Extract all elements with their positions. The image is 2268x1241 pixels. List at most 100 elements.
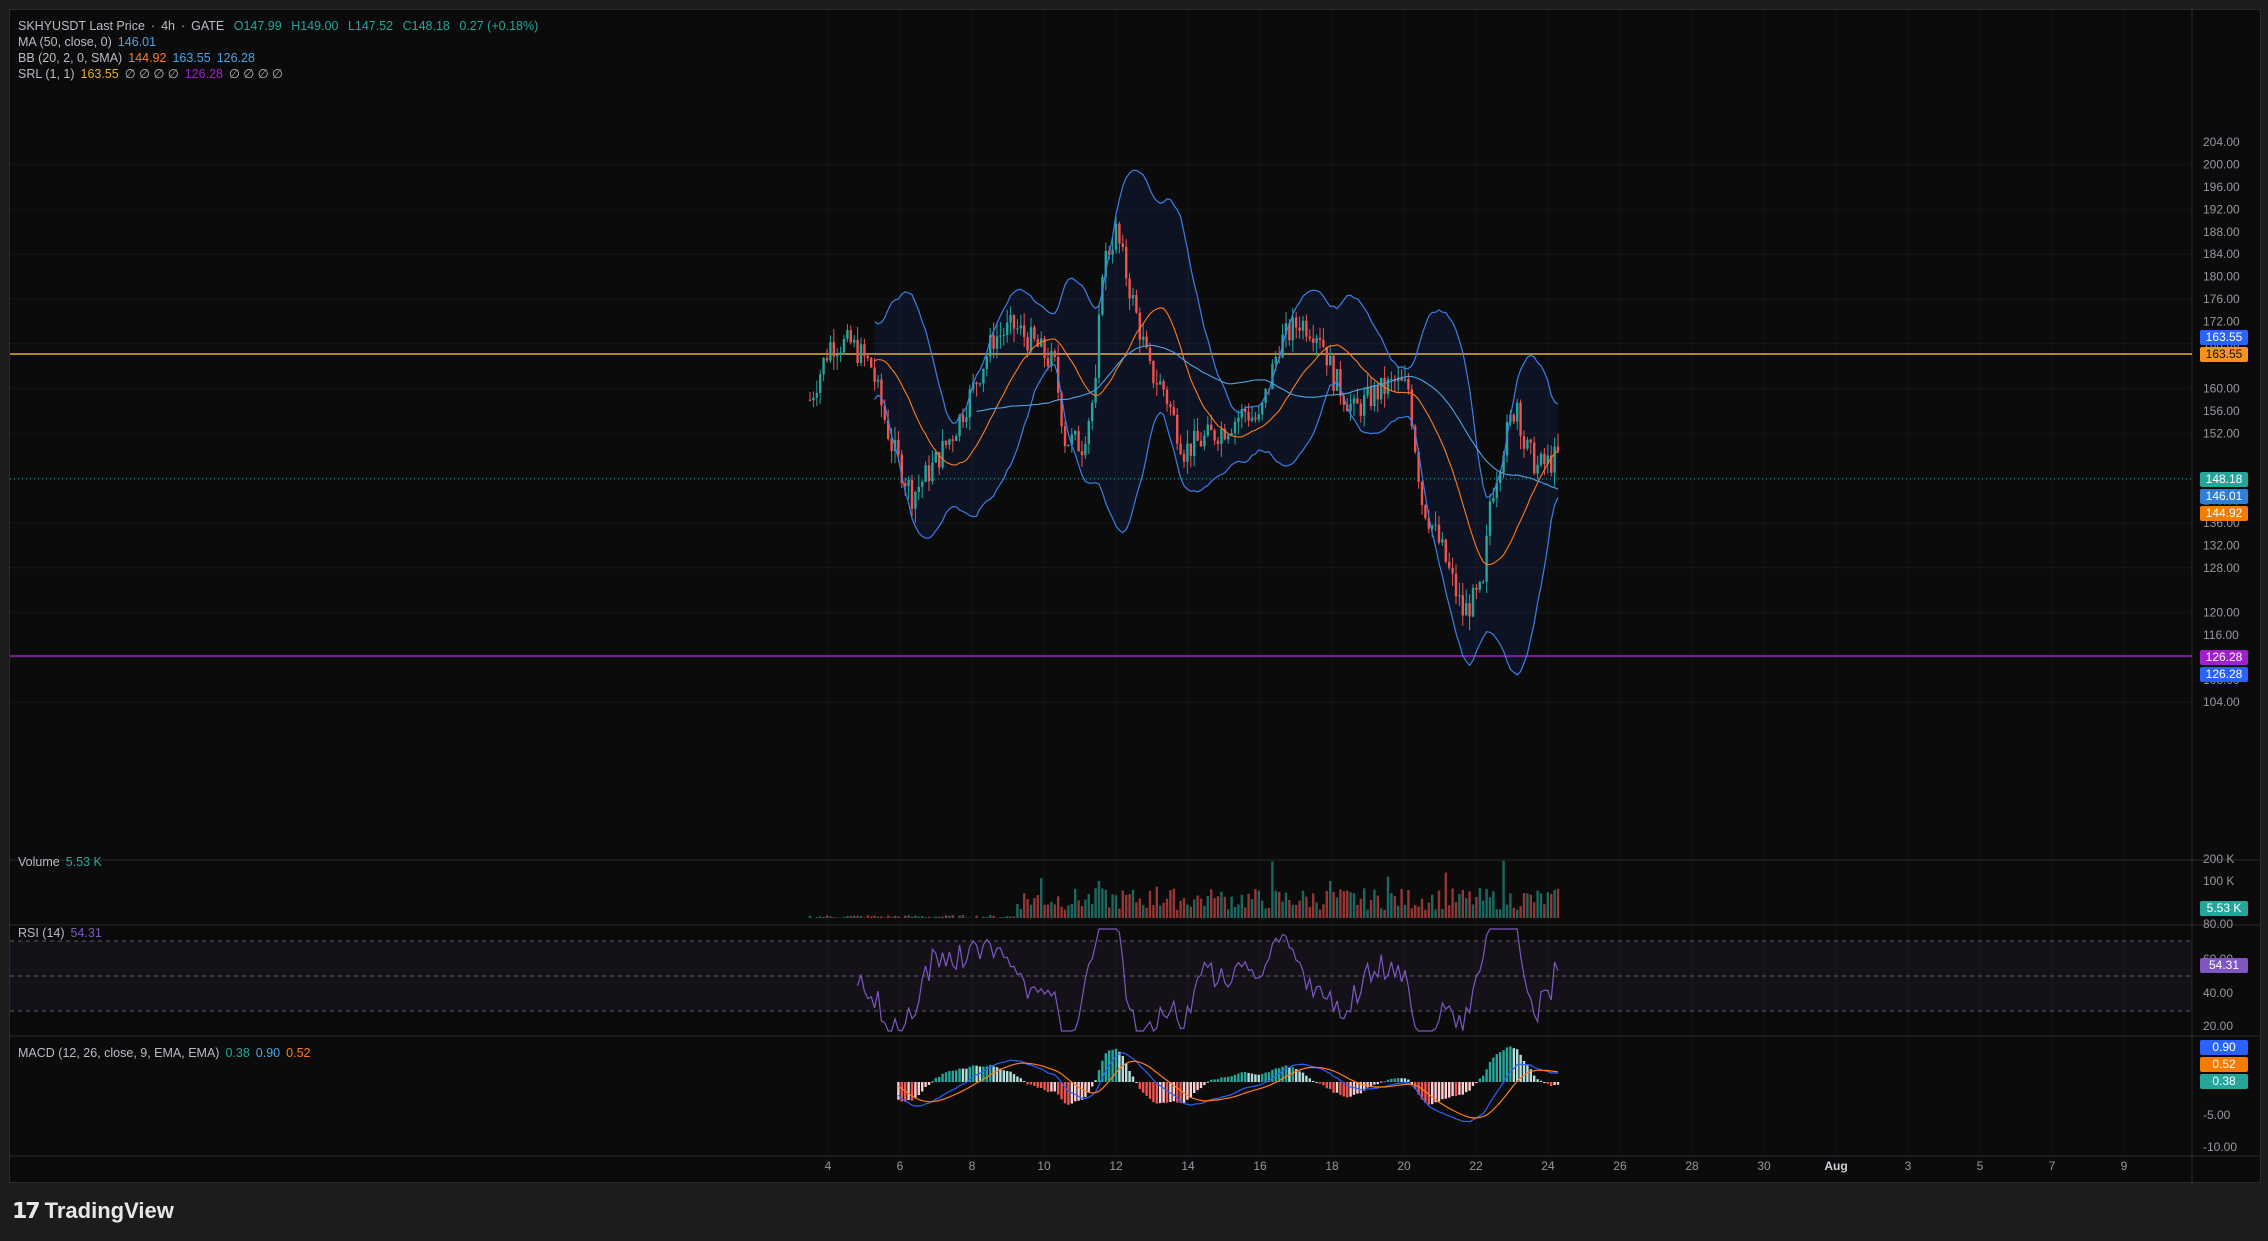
indicator-tick-label: 80.00 [2203, 917, 2233, 931]
price-tick-label: 172.00 [2203, 314, 2240, 328]
candle [907, 479, 910, 487]
candle [931, 462, 934, 482]
candle [1142, 336, 1145, 340]
candle [1223, 428, 1226, 440]
candle [1213, 430, 1216, 441]
candle [1465, 603, 1468, 616]
srl-empty-2: ∅ ∅ ∅ ∅ [228, 67, 283, 81]
candle [1458, 595, 1461, 597]
bb-upper-value: 163.55 [172, 51, 211, 65]
candle [1036, 338, 1039, 347]
candle [1301, 320, 1305, 331]
volume-badge: 5.53 K [2200, 901, 2248, 916]
candle [1390, 379, 1393, 381]
candle [938, 452, 941, 468]
candle [1210, 424, 1213, 431]
rsi-badge: 54.31 [2200, 958, 2248, 973]
symbol-name[interactable]: SKHYUSDT Last Price [18, 19, 145, 33]
macd-legend[interactable]: MACD (12, 26, close, 9, EMA, EMA) 0.38 0.9… [18, 1046, 316, 1060]
candle [1053, 351, 1056, 357]
candle [1026, 336, 1029, 351]
candle [1111, 249, 1114, 255]
candle [1135, 294, 1138, 313]
candle [1488, 501, 1492, 536]
candle [917, 486, 920, 492]
indicator-tick-label: 100 K [2203, 874, 2234, 888]
time-tick-label: 5 [1977, 1159, 1984, 1173]
rsi-legend[interactable]: RSI (14) 54.31 [18, 926, 108, 940]
tradingview-footer[interactable]: 𝟭𝟳 TradingView [12, 1196, 174, 1226]
candle [870, 358, 873, 368]
chart-container[interactable]: 204.00 200.00 196.00 192.00 188.00 184.00 180.… [9, 9, 2261, 1183]
main-legend: SKHYUSDT Last Price · 4h · GATE O147.99 H149… [18, 18, 544, 82]
candle [859, 344, 863, 364]
ma-legend[interactable]: MA (50, close, 0) 146.01 [18, 34, 544, 50]
candle [1063, 426, 1067, 446]
candle [1165, 389, 1169, 405]
tradingview-logo-icon: 𝟭𝟳 [12, 1198, 41, 1223]
price-tick-label: 128.00 [2203, 561, 2240, 575]
volume-legend[interactable]: Volume 5.53 K [18, 855, 108, 869]
candle [1376, 385, 1379, 400]
candle [1019, 325, 1022, 329]
candle [812, 397, 815, 401]
candle [1318, 337, 1322, 340]
candle [1352, 398, 1356, 404]
candle [900, 454, 903, 484]
candle [1295, 317, 1298, 328]
candle [1437, 524, 1441, 543]
time-axis[interactable]: 4 6 8 10 12 14 16 18 20 22 24 26 28 30 Aug 3 5 7 9 [825, 1159, 2128, 1173]
candle [975, 382, 978, 385]
price-tick-label: 152.00 [2203, 426, 2240, 440]
price-axis[interactable]: 204.00 200.00 196.00 192.00 188.00 184.00 180.… [2203, 135, 2240, 709]
candle [1148, 347, 1152, 361]
candle [914, 491, 917, 509]
candle [815, 392, 818, 398]
price-tick-label: 104.00 [2203, 695, 2240, 709]
bb-legend[interactable]: BB (20, 2, 0, SMA) 144.92 163.55 126.28 [18, 50, 544, 66]
symbol-row[interactable]: SKHYUSDT Last Price · 4h · GATE O147.99 H149… [18, 19, 539, 33]
candle [1070, 434, 1073, 445]
candle [1434, 524, 1437, 526]
candle [1556, 446, 1560, 451]
candle [1305, 320, 1308, 337]
time-tick-label: 7 [2049, 1159, 2056, 1173]
volume-value: 5.53 K [65, 855, 102, 869]
time-tick-label: 16 [1253, 1159, 1267, 1173]
candle [1410, 389, 1413, 427]
candle [1482, 581, 1485, 583]
candle [1539, 453, 1543, 465]
candle [1114, 223, 1118, 250]
price-tick-label: 196.00 [2203, 180, 2240, 194]
macd-hist-value: 0.38 [225, 1046, 250, 1060]
candle [1526, 439, 1529, 449]
candle [1199, 440, 1203, 447]
candle [1339, 369, 1342, 397]
candle [1315, 337, 1318, 343]
time-tick-label: 6 [897, 1159, 904, 1173]
candle [829, 342, 832, 361]
time-tick-label: 4 [825, 1159, 832, 1173]
srl-legend[interactable]: SRL (1, 1) 163.55 ∅ ∅ ∅ ∅ 126.28 ∅ ∅ ∅ ∅ [18, 66, 544, 82]
candle [846, 330, 849, 339]
candle [1448, 561, 1451, 568]
candle [1519, 402, 1522, 437]
candle [873, 367, 876, 382]
candle [1002, 334, 1005, 336]
macd-line [897, 1052, 1559, 1123]
srl-upper-badge: 163.55 [2200, 347, 2248, 362]
time-tick-label: 20 [1397, 1159, 1411, 1173]
ma-value: 146.01 [117, 35, 157, 49]
chart-canvas[interactable]: 204.00200.00196.00192.00188.00184.00180.… [10, 10, 2260, 1182]
candle [808, 399, 812, 401]
candle [1461, 595, 1464, 616]
candle [887, 419, 890, 439]
candle [1356, 398, 1359, 404]
candle [1067, 444, 1070, 446]
candle [1176, 414, 1179, 444]
rsi-label: RSI (14) [18, 926, 65, 940]
candle [1186, 443, 1189, 462]
candle [1529, 439, 1532, 443]
candle [999, 335, 1002, 337]
